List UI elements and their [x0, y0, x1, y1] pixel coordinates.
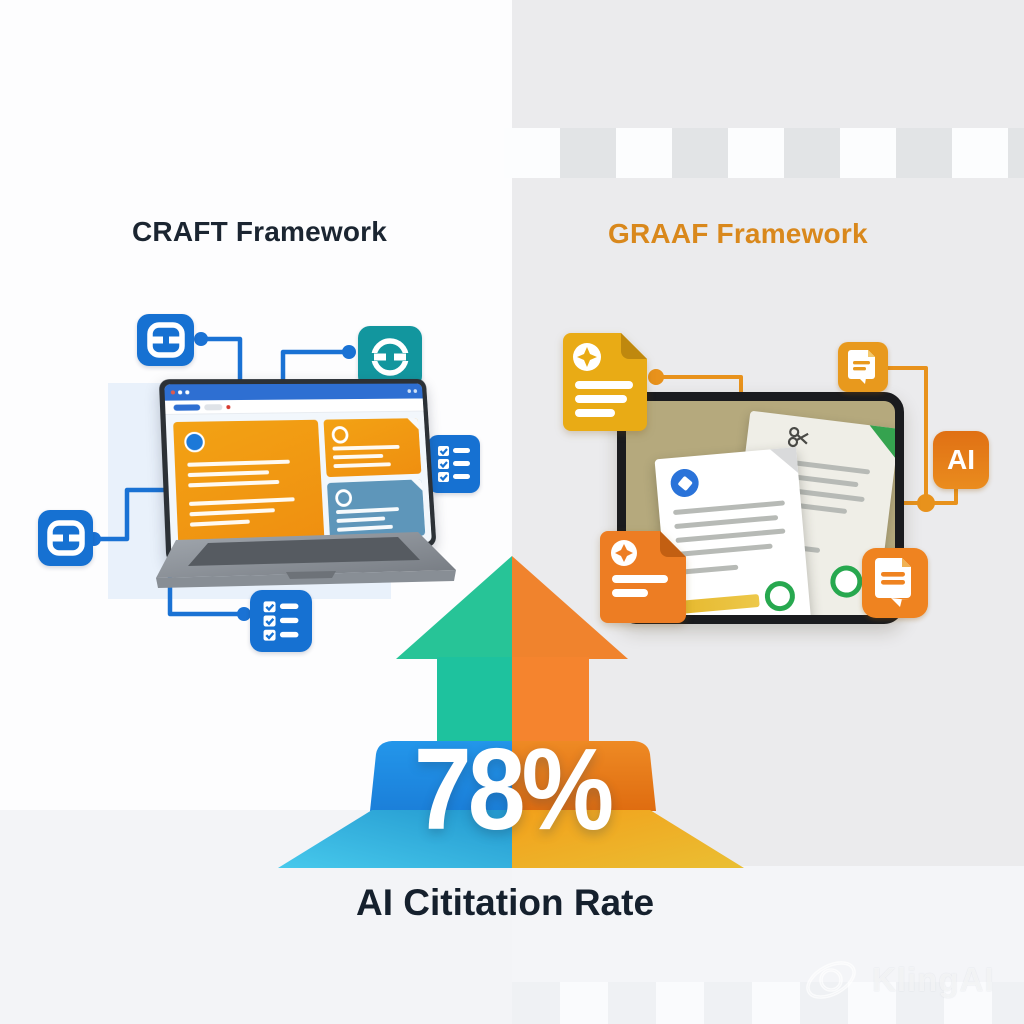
checklist-icon — [250, 590, 312, 652]
doc-ribbon-icon — [862, 548, 928, 618]
checklist-glyph — [438, 446, 470, 482]
kling-logo-icon — [806, 961, 856, 999]
metric-value: 78% — [413, 724, 614, 855]
checkerboard-band-bottom — [512, 982, 1024, 1024]
split-circle-glyph — [370, 338, 410, 376]
doc-note-icon — [838, 342, 888, 392]
green-check-ring — [763, 579, 797, 613]
bracket-glyph — [46, 520, 85, 556]
bracket-glyph — [146, 322, 185, 358]
yellow-document-icon — [563, 333, 647, 431]
doc-note-glyph — [848, 350, 875, 384]
green-check-ring — [828, 563, 865, 600]
watermark: KlingAI — [800, 952, 994, 1008]
orange-document-icon — [600, 531, 686, 623]
checklist-icon — [428, 435, 480, 493]
metric-label: AI Cititation Rate — [355, 882, 655, 923]
blue-diamond-badge — [669, 467, 700, 499]
craft-framework-title: CRAFT Framework — [132, 216, 388, 247]
yellow-highlight-bar — [680, 593, 760, 614]
bracket-node-icon — [137, 314, 194, 366]
graaf-framework-title: GRAAF Framework — [608, 218, 868, 249]
laptop-base — [156, 532, 456, 588]
split-circle-icon — [358, 326, 422, 388]
document-back — [726, 410, 895, 615]
scissors-icon — [787, 426, 809, 448]
bracket-node-icon — [38, 510, 93, 566]
watermark-text: KlingAI — [872, 961, 995, 998]
doc-ribbon-glyph — [875, 558, 911, 607]
ai-badge: AI — [933, 431, 989, 489]
ai-badge-label: AI — [947, 444, 975, 475]
tablet-camera-dot — [761, 395, 766, 400]
gray-folded-corner — [770, 447, 799, 476]
laptop-illustration — [146, 366, 466, 606]
green-folded-corner — [865, 425, 895, 459]
checklist-glyph — [263, 601, 299, 641]
checkerboard-band-top — [504, 128, 1024, 178]
